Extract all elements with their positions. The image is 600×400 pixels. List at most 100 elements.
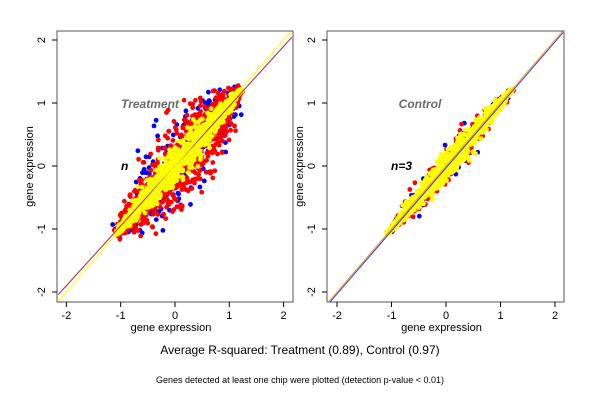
data-point [459,121,464,127]
data-point [440,162,445,167]
data-point [170,132,176,138]
data-point [197,176,203,182]
y-tick-label: -2 [36,287,48,297]
data-point [195,129,201,135]
data-point [140,219,146,225]
data-point [153,117,159,123]
data-point [197,184,203,190]
data-point [182,160,188,166]
data-point [461,131,467,137]
data-point [179,203,185,209]
x-tick-label: 0 [172,310,178,322]
data-point [223,125,228,131]
data-point [131,229,137,235]
data-point [173,197,179,203]
data-point [430,169,436,174]
data-point [193,152,199,158]
data-point [210,175,216,181]
data-point [165,181,170,187]
data-point [211,146,217,151]
sample-size-label: n=3 [391,159,412,173]
data-point [226,137,232,143]
data-point [434,159,440,165]
data-point [232,123,237,129]
data-point [192,135,198,141]
data-point [429,197,435,202]
x-tick-label: -2 [332,310,342,322]
data-point [153,231,159,237]
data-point [434,179,440,185]
data-point [220,92,226,98]
y-axis-title: gene expression [294,126,306,207]
data-point [166,185,172,191]
data-point [143,202,149,208]
data-point [223,100,229,106]
data-point [181,117,187,123]
data-point [153,191,158,197]
data-point [155,212,161,217]
data-point [210,88,216,94]
y-tick-label: 0 [36,163,48,169]
data-point [178,140,184,146]
data-point [438,152,444,157]
identity-line [328,31,564,302]
data-point [478,136,484,142]
data-point [195,160,201,166]
data-point [202,104,208,110]
data-point [164,110,169,115]
y-tick-label: 1 [36,100,48,106]
data-point [138,179,144,185]
data-point [197,117,203,123]
x-tick-label: 1 [497,310,503,322]
data-point [162,133,168,139]
panel-control: -2 -1 0 1 2 -2 -1 0 1 2 gene expression gene expres… [294,30,565,334]
data-point [224,129,230,135]
data-point [178,133,184,138]
data-point [177,150,183,156]
data-point [156,168,162,174]
data-point [486,105,492,111]
data-point [213,142,218,147]
data-point [150,224,156,230]
data-point [145,220,151,226]
data-point [203,169,209,175]
plot-area [57,31,293,302]
data-point [157,185,163,191]
panel-treatment: -2 -1 0 1 2 -2 -1 0 1 2 gene expression gene expres… [24,30,294,334]
data-point [212,109,218,115]
data-point [135,184,141,190]
data-point [165,170,171,175]
data-point [424,184,430,189]
data-point [201,124,207,129]
data-point [217,134,223,140]
data-point [127,194,133,199]
data-point [162,157,168,163]
data-point [409,196,415,202]
data-point [198,128,204,134]
data-point [192,124,198,129]
data-point [498,99,503,104]
data-point [162,145,167,151]
data-point [161,171,166,177]
data-point [474,136,479,142]
data-point [144,170,150,176]
data-point [415,190,420,196]
y-tick-label: 2 [306,37,318,43]
data-point [155,137,161,143]
data-point [185,170,191,176]
data-point [150,196,155,202]
data-point [165,201,171,207]
data-point [125,203,130,209]
data-point [166,129,172,134]
data-point [138,199,144,205]
data-point [171,207,177,213]
x-tick-label: 0 [443,310,449,322]
x-axis-title: gene expression [401,322,482,334]
data-point [212,168,218,174]
data-point [139,184,145,190]
data-point [187,152,193,158]
data-point [208,169,214,175]
data-point [148,151,154,157]
y-tick-label: -2 [306,287,318,297]
data-point [206,89,211,95]
